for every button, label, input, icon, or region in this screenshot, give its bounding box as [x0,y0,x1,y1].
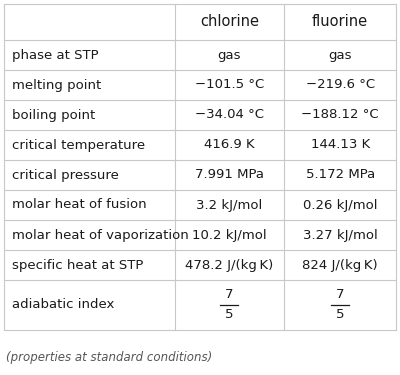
Text: 0.26 kJ/mol: 0.26 kJ/mol [303,198,377,211]
Text: gas: gas [328,48,352,62]
Text: melting point: melting point [12,78,101,92]
Text: −188.12 °C: −188.12 °C [301,108,379,122]
Text: 7: 7 [336,288,344,302]
Text: gas: gas [218,48,241,62]
Text: critical pressure: critical pressure [12,168,119,182]
Text: 824 J/(kg K): 824 J/(kg K) [302,258,378,272]
Text: 5: 5 [225,309,234,321]
Text: 7: 7 [225,288,234,302]
Text: 416.9 K: 416.9 K [204,138,255,152]
Text: adiabatic index: adiabatic index [12,298,114,312]
Text: phase at STP: phase at STP [12,48,99,62]
Text: 3.27 kJ/mol: 3.27 kJ/mol [303,228,378,242]
Text: 10.2 kJ/mol: 10.2 kJ/mol [192,228,267,242]
Text: 5.172 MPa: 5.172 MPa [306,168,375,182]
Text: −219.6 °C: −219.6 °C [306,78,375,92]
Text: (properties at standard conditions): (properties at standard conditions) [6,351,212,364]
Text: 5: 5 [336,309,344,321]
Text: −101.5 °C: −101.5 °C [195,78,264,92]
Text: 3.2 kJ/mol: 3.2 kJ/mol [196,198,262,211]
Text: boiling point: boiling point [12,108,95,122]
Text: molar heat of fusion: molar heat of fusion [12,198,147,211]
Text: chlorine: chlorine [200,15,259,30]
Text: 144.13 K: 144.13 K [310,138,370,152]
Text: critical temperature: critical temperature [12,138,145,152]
Text: 7.991 MPa: 7.991 MPa [195,168,264,182]
Text: specific heat at STP: specific heat at STP [12,258,143,272]
Text: molar heat of vaporization: molar heat of vaporization [12,228,189,242]
Text: fluorine: fluorine [312,15,368,30]
Text: −34.04 °C: −34.04 °C [195,108,264,122]
Text: 478.2 J/(kg K): 478.2 J/(kg K) [185,258,274,272]
